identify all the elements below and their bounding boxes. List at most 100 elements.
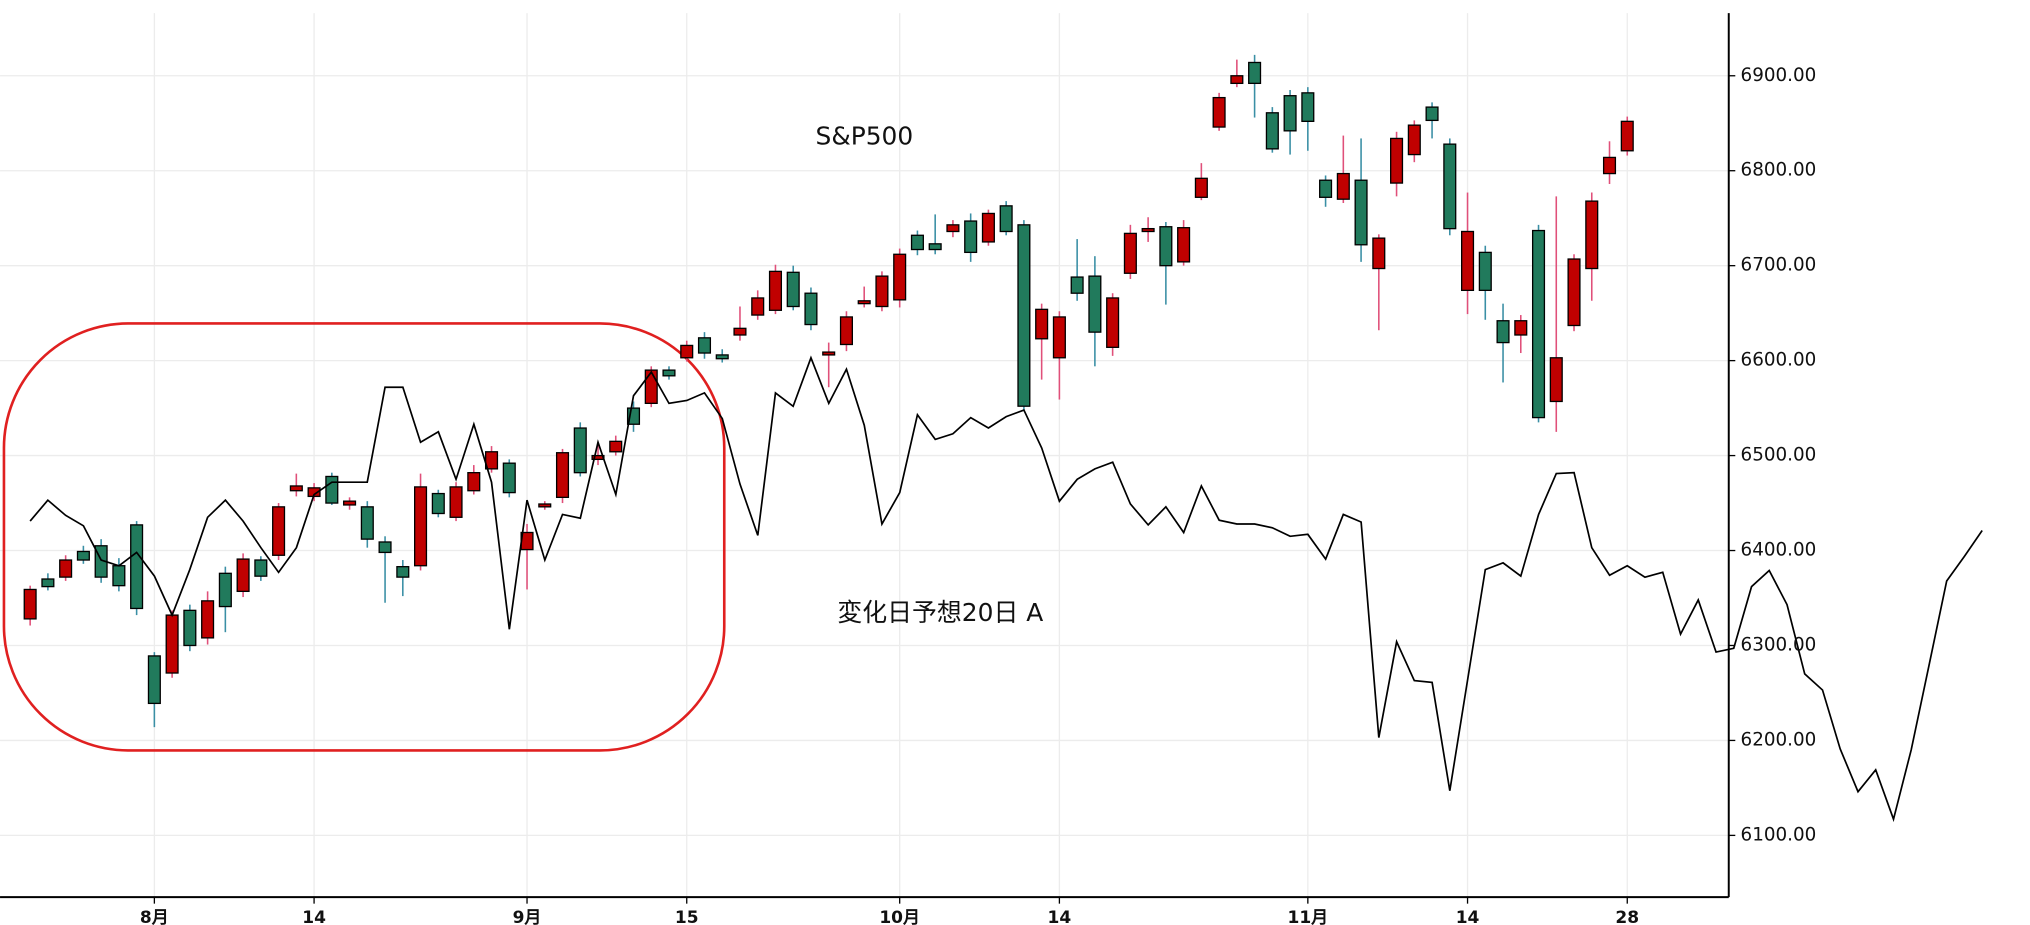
candle-body	[1514, 320, 1528, 336]
candle-body	[1177, 227, 1191, 263]
candle-body	[857, 300, 871, 305]
candle-body	[715, 354, 729, 360]
candle-body	[1265, 112, 1279, 150]
candle-body	[325, 475, 339, 504]
candle-body	[626, 407, 641, 425]
x-tick-label: 11月	[1287, 908, 1328, 925]
candle-body	[928, 243, 942, 251]
candle-body	[1017, 224, 1031, 407]
candle-body	[999, 205, 1013, 233]
candle-body	[662, 369, 676, 377]
candle-body	[555, 452, 570, 499]
candle-body	[1106, 297, 1120, 348]
candle-body	[644, 369, 658, 405]
candle-body	[396, 566, 410, 578]
grid	[0, 13, 1729, 898]
candle-body	[1549, 357, 1563, 403]
candle-body	[147, 655, 161, 705]
candle-body	[201, 600, 215, 639]
y-tick-label: 6800.00	[1741, 160, 1817, 181]
x-tick-label: 14	[302, 908, 326, 925]
candle-body	[431, 492, 445, 515]
candle-body	[76, 550, 90, 561]
candle-body	[449, 486, 463, 518]
candle-body	[1141, 227, 1155, 233]
candle-body	[1319, 179, 1333, 198]
candle-body	[768, 270, 783, 311]
candle-body	[1390, 137, 1404, 184]
candle-body	[289, 485, 303, 492]
candle-body	[573, 427, 587, 474]
candle-body	[1283, 95, 1297, 132]
candle-body	[1407, 124, 1421, 156]
candle-body	[218, 572, 232, 608]
y-tick-label: 6500.00	[1741, 445, 1817, 466]
candle-body	[183, 609, 197, 647]
y-tick-label: 6300.00	[1741, 634, 1817, 655]
labels: 6100.00 6200.00 6300.00 6400.00 6500.00 6600.…	[140, 65, 1816, 925]
candle-body	[1425, 106, 1439, 122]
candle-body	[733, 327, 747, 336]
y-tick-label: 6400.00	[1741, 540, 1817, 561]
forecast-line	[29, 355, 1983, 823]
ohlc-label: S&P500	[816, 122, 914, 151]
candle-body	[697, 337, 712, 354]
candle-body	[964, 220, 978, 254]
candle-body	[1443, 143, 1457, 230]
candle-body	[165, 614, 179, 674]
highlight-box	[2, 322, 726, 752]
candle-body	[467, 472, 481, 492]
candle-body	[1230, 75, 1244, 85]
candle-body	[1620, 120, 1634, 152]
candle-body	[839, 316, 853, 346]
candle-body	[875, 275, 889, 308]
candle-body	[1567, 258, 1581, 327]
candle-body	[41, 578, 55, 588]
candle-body	[910, 234, 924, 251]
y-tick-label: 6700.00	[1741, 255, 1817, 276]
candle-body	[343, 500, 357, 506]
candle-body	[804, 292, 818, 326]
candle-body	[1354, 179, 1368, 246]
candle-body	[1035, 308, 1049, 340]
candle-body	[946, 224, 960, 233]
candle-body	[1372, 237, 1386, 270]
line-label: 変化日予想20日 A	[837, 598, 1043, 627]
candle-body	[751, 297, 765, 316]
candle-body	[1602, 156, 1617, 175]
candle-body	[1212, 96, 1226, 128]
candle-body	[414, 486, 428, 567]
candle-body	[360, 506, 374, 540]
x-tick-label: 15	[675, 908, 699, 925]
candle-body	[1159, 226, 1173, 267]
y-tick-label: 6100.00	[1741, 824, 1817, 845]
y-tick-label: 6600.00	[1741, 350, 1817, 371]
candle-body	[822, 351, 836, 356]
candle-body	[609, 440, 623, 453]
x-tick-label: 10月	[879, 908, 920, 925]
candle-body	[1194, 177, 1208, 198]
candle-body	[1531, 229, 1546, 419]
candle-body	[254, 559, 268, 577]
candle-body	[786, 271, 800, 308]
candle-body	[1123, 232, 1137, 274]
candle-body	[59, 559, 73, 578]
candle-body	[1585, 200, 1599, 270]
candle-body	[981, 212, 995, 243]
candle-body	[1460, 230, 1475, 292]
candle-body	[378, 541, 392, 554]
candle-body	[272, 506, 286, 556]
candle-body	[1336, 172, 1350, 200]
candle-body	[1301, 92, 1315, 122]
candle-body	[1478, 251, 1492, 292]
candle-body	[1070, 276, 1084, 294]
marks	[23, 54, 1983, 823]
candle-body	[1052, 316, 1066, 359]
candle-body	[130, 524, 144, 610]
candle-body	[893, 253, 907, 301]
candle-body	[502, 462, 516, 494]
candle-body	[112, 565, 126, 587]
candle-body	[538, 503, 552, 508]
